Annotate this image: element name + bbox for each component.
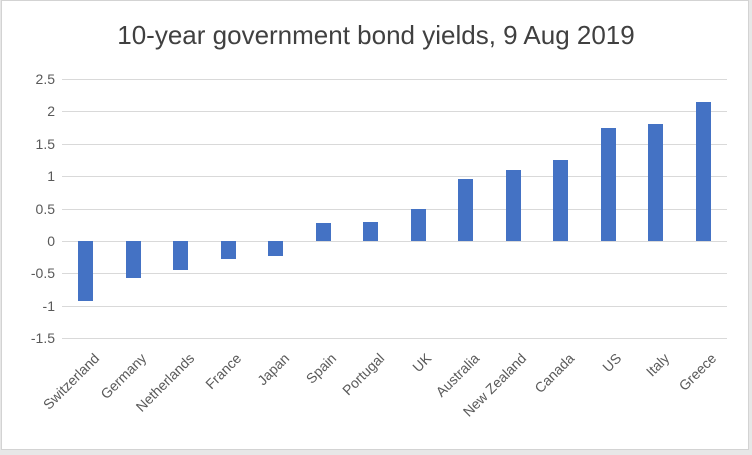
y-axis-tick-label: 2.5 bbox=[35, 71, 55, 87]
gridline bbox=[62, 143, 727, 145]
bar-us bbox=[600, 128, 616, 241]
y-axis-tick-label: -0.5 bbox=[30, 265, 55, 282]
bar-uk bbox=[410, 209, 426, 241]
bar-new-zealand bbox=[505, 169, 521, 241]
bar-france bbox=[220, 240, 236, 259]
bar-germany bbox=[125, 240, 141, 278]
y-axis-tick-label: 0 bbox=[47, 232, 55, 249]
gridline bbox=[62, 305, 727, 307]
gridline bbox=[62, 338, 727, 339]
gridline bbox=[62, 273, 727, 275]
gridline bbox=[62, 208, 727, 210]
y-axis-tick-label: 1 bbox=[47, 168, 55, 185]
gridline bbox=[62, 111, 727, 113]
x-axis-category-label: Portugal bbox=[338, 350, 388, 399]
bar-canada bbox=[553, 159, 569, 241]
bar-italy bbox=[648, 123, 664, 241]
x-axis-category-label: Greece bbox=[675, 350, 720, 394]
bar-japan bbox=[268, 240, 284, 257]
x-axis-category-label: Italy bbox=[642, 350, 673, 380]
x-axis-category-label: Japan bbox=[253, 350, 293, 389]
gridline bbox=[62, 79, 727, 80]
y-axis-tick-label: 0.5 bbox=[35, 200, 55, 217]
x-axis-category-label: France bbox=[202, 350, 245, 393]
gridline bbox=[62, 240, 727, 242]
y-axis-tick-label: -1 bbox=[42, 297, 55, 314]
x-axis-category-label: Spain bbox=[302, 350, 340, 387]
bar-greece bbox=[695, 102, 711, 241]
x-axis-category-label: UK bbox=[409, 350, 435, 376]
y-axis-tick-label: -1.5 bbox=[30, 330, 55, 346]
x-axis-category-label: Switzerland bbox=[39, 350, 103, 413]
chart-title: 10-year government bond yields, 9 Aug 20… bbox=[117, 20, 635, 50]
x-axis-category-label: US bbox=[599, 350, 625, 376]
y-axis-tick-label: 2 bbox=[47, 103, 55, 120]
bar-switzerland bbox=[78, 240, 94, 302]
bar-spain bbox=[315, 223, 331, 241]
bar-australia bbox=[458, 179, 474, 241]
bar-portugal bbox=[363, 222, 379, 241]
x-axis-category-label: Canada bbox=[531, 350, 578, 396]
gridline bbox=[62, 176, 727, 178]
bar-netherlands bbox=[173, 240, 189, 270]
y-axis-tick-label: 1.5 bbox=[35, 135, 55, 152]
